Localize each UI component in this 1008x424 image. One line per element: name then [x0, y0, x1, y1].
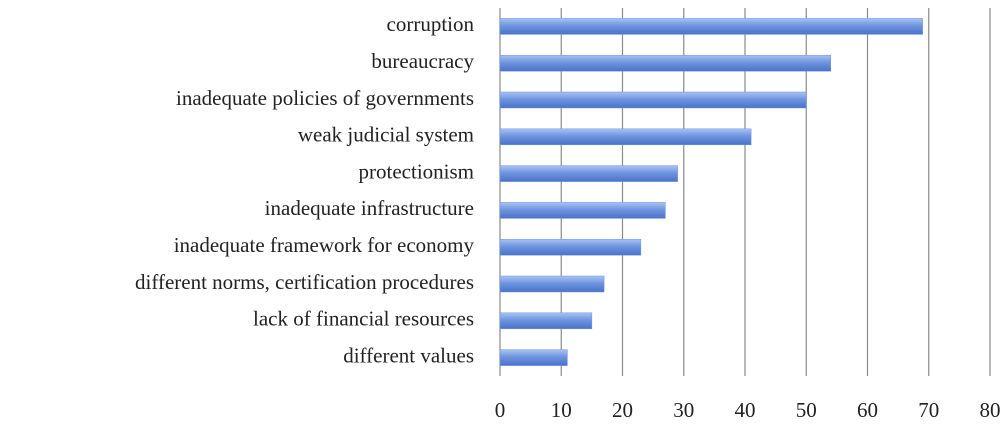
- y-tick-label: inadequate policies of governments: [176, 86, 474, 110]
- y-tick-label: inadequate infrastructure: [265, 196, 474, 220]
- x-tick-label: 70: [918, 398, 939, 422]
- y-tick-label: lack of financial resources: [253, 307, 474, 331]
- bar: [499, 349, 568, 366]
- y-tick-label: different norms, certification procedure…: [135, 270, 474, 294]
- bar: [499, 238, 642, 256]
- bar: [499, 18, 923, 35]
- bar: [499, 312, 593, 330]
- x-tick-label: 50: [796, 398, 817, 422]
- y-tick-label: different values: [343, 343, 474, 367]
- x-tick-label: 40: [735, 398, 756, 422]
- x-tick-label: 60: [857, 398, 878, 422]
- x-tick-label: 30: [673, 398, 694, 422]
- y-tick-label: weak judicial system: [298, 123, 474, 147]
- x-tick-label: 80: [980, 398, 1001, 422]
- bar: [499, 54, 831, 72]
- y-tick-label: inadequate framework for economy: [174, 233, 475, 257]
- y-tick-label: protectionism: [359, 159, 474, 183]
- bar: [499, 202, 666, 219]
- y-tick-label: corruption: [387, 12, 475, 36]
- bar: [499, 165, 678, 182]
- x-tick-label: 0: [495, 398, 506, 422]
- x-tick-label: 20: [612, 398, 633, 422]
- bar: [499, 128, 752, 146]
- bar: [499, 275, 605, 293]
- y-tick-label: bureaucracy: [371, 49, 474, 73]
- bar: [499, 91, 807, 109]
- x-tick-label: 10: [551, 398, 572, 422]
